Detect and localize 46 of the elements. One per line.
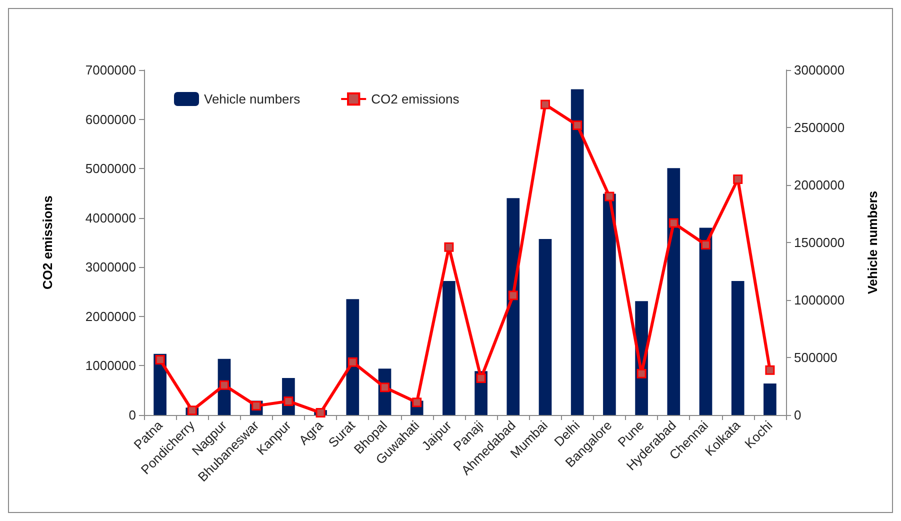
bar — [538, 239, 552, 415]
point — [348, 357, 358, 367]
legend-label: CO2 emissions — [371, 92, 460, 106]
y2-tick-label: 0 — [794, 408, 802, 422]
point — [733, 174, 743, 184]
y-tick-label: 4000000 — [85, 210, 136, 226]
point — [444, 242, 454, 252]
y-tick-label: 7000000 — [85, 62, 136, 78]
bar — [699, 228, 712, 415]
y2-tick-label: 2500000 — [794, 120, 845, 135]
bar — [346, 299, 360, 415]
legend-label: Vehicle numbers — [204, 92, 301, 106]
point — [636, 368, 646, 378]
point — [476, 373, 486, 383]
point — [765, 365, 775, 375]
point — [220, 380, 229, 390]
point — [380, 382, 390, 392]
bar — [442, 280, 456, 415]
y-tick-label: 1000000 — [85, 358, 136, 374]
point — [668, 218, 678, 228]
y2-tick-label: 2000000 — [794, 178, 845, 192]
y-tick-label: 5000000 — [85, 161, 136, 176]
y-tick-label: 2000000 — [85, 308, 136, 324]
point — [540, 100, 550, 110]
point — [701, 240, 710, 250]
point — [155, 355, 165, 365]
y-tick-label: 0 — [128, 408, 136, 422]
point — [508, 290, 518, 300]
point — [604, 192, 614, 202]
y2-tick-label: 500000 — [794, 350, 838, 365]
bar — [603, 194, 616, 415]
bar — [506, 198, 520, 415]
bar — [731, 280, 744, 415]
y2-axis-title: Vehicle numbers — [865, 190, 880, 294]
bar — [764, 383, 776, 415]
y2-tick-label: 3000000 — [794, 62, 845, 78]
bar — [570, 89, 584, 415]
bar — [667, 168, 680, 415]
point — [316, 408, 326, 418]
y2-tick-label: 1000000 — [794, 292, 845, 308]
point — [572, 120, 582, 130]
y-tick-label: 6000000 — [85, 112, 136, 127]
y-axis-title: CO2 emissions — [40, 196, 55, 290]
y-tick-label: 3000000 — [85, 260, 136, 275]
y2-tick-label: 1500000 — [794, 235, 845, 250]
point — [412, 398, 422, 408]
